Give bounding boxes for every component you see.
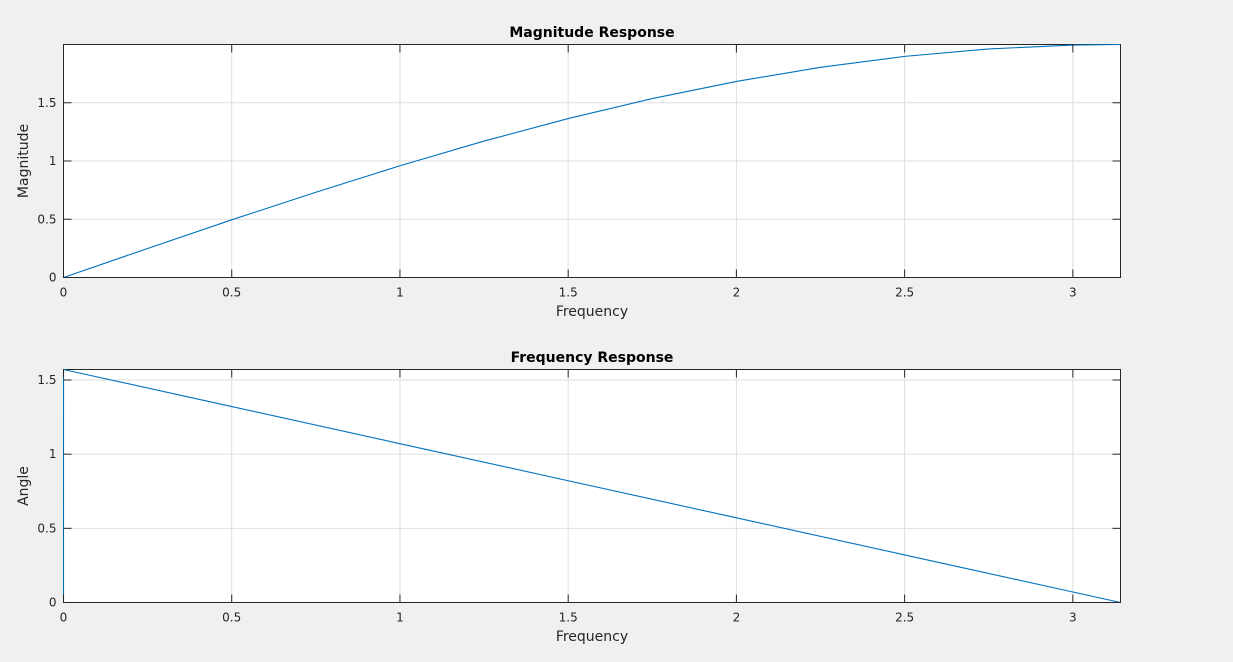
x-axis-label: Frequency bbox=[556, 304, 628, 320]
x-tick-label: 1.5 bbox=[559, 286, 578, 300]
y-tick-label: 1 bbox=[49, 154, 57, 168]
x-tick-label: 2.5 bbox=[895, 286, 914, 300]
x-tick-label: 0.5 bbox=[222, 611, 241, 625]
y-tick-label: 0.5 bbox=[37, 521, 56, 535]
y-axis-label: Angle bbox=[16, 466, 32, 506]
x-tick-label: 3 bbox=[1069, 286, 1077, 300]
series-line bbox=[62, 368, 1121, 604]
y-tick-label: 0.5 bbox=[37, 212, 56, 226]
x-tick-label: 0 bbox=[60, 286, 68, 300]
y-tick-label: 1 bbox=[49, 447, 57, 461]
y-tick-label: 1.5 bbox=[37, 373, 56, 387]
x-tick-label: 3 bbox=[1069, 611, 1077, 625]
grid bbox=[63, 44, 1121, 278]
x-tick-label: 2 bbox=[733, 611, 741, 625]
y-tick-label: 0 bbox=[49, 596, 57, 610]
magnitude-response-plot[interactable]: 0 0.5 1 1.5 2 2.5 3 0 0.5 1 1.5 Magnitude Response… bbox=[16, 25, 1121, 320]
tick-layer: 0 0.5 1 1.5 2 2.5 3 0 0.5 1 1.5 bbox=[37, 44, 1121, 300]
x-tick-label: 0 bbox=[60, 611, 68, 625]
series-line bbox=[63, 43, 1121, 279]
y-tick-label: 1.5 bbox=[37, 96, 56, 110]
frequency-response-plot[interactable]: 0 0.5 1 1.5 2 2.5 3 0 0.5 1 1.5 Frequency Response… bbox=[16, 350, 1121, 645]
x-tick-label: 2.5 bbox=[895, 611, 914, 625]
plot-title: Frequency Response bbox=[511, 350, 674, 366]
grid bbox=[63, 369, 1121, 603]
x-tick-label: 1 bbox=[396, 611, 404, 625]
x-axis-label: Frequency bbox=[556, 629, 628, 645]
x-tick-label: 1 bbox=[396, 286, 404, 300]
y-axis-label: Magnitude bbox=[16, 124, 32, 198]
tick-layer: 0 0.5 1 1.5 2 2.5 3 0 0.5 1 1.5 bbox=[37, 369, 1121, 625]
y-tick-label: 0 bbox=[49, 271, 57, 285]
plot-title: Magnitude Response bbox=[509, 25, 674, 41]
series-layer bbox=[62, 368, 1121, 604]
x-tick-label: 0.5 bbox=[222, 286, 241, 300]
x-tick-label: 2 bbox=[733, 286, 741, 300]
x-tick-label: 1.5 bbox=[559, 611, 578, 625]
series-layer bbox=[63, 43, 1121, 279]
